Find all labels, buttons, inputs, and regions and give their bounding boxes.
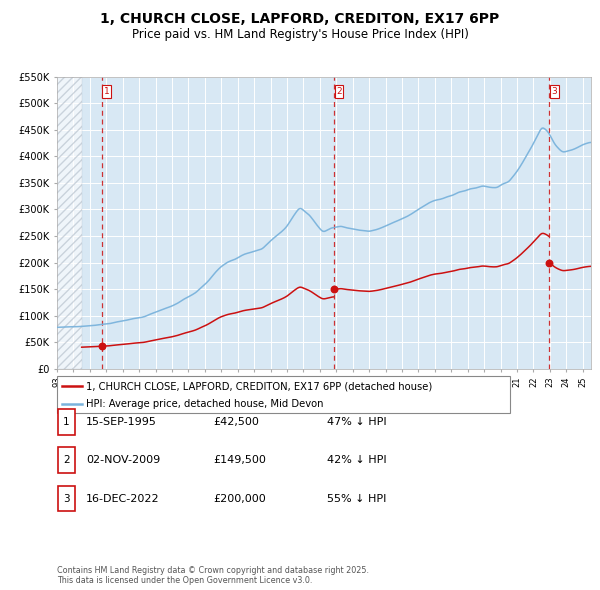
Text: Price paid vs. HM Land Registry's House Price Index (HPI): Price paid vs. HM Land Registry's House …: [131, 28, 469, 41]
Text: 3: 3: [63, 494, 70, 503]
FancyBboxPatch shape: [58, 447, 75, 473]
Point: [329, 284, 338, 294]
Text: £42,500: £42,500: [213, 417, 259, 427]
Text: 02-NOV-2009: 02-NOV-2009: [86, 455, 160, 465]
Text: Contains HM Land Registry data © Crown copyright and database right 2025.
This d: Contains HM Land Registry data © Crown c…: [57, 566, 369, 585]
Point: [97, 342, 106, 351]
Point: [544, 258, 554, 267]
Text: HPI: Average price, detached house, Mid Devon: HPI: Average price, detached house, Mid …: [86, 399, 324, 409]
FancyBboxPatch shape: [58, 486, 75, 512]
FancyBboxPatch shape: [58, 409, 75, 435]
Text: 15-SEP-1995: 15-SEP-1995: [86, 417, 157, 427]
Text: 3: 3: [552, 87, 557, 96]
Text: 16-DEC-2022: 16-DEC-2022: [86, 494, 160, 503]
Text: 55% ↓ HPI: 55% ↓ HPI: [327, 494, 386, 503]
Text: 2: 2: [63, 455, 70, 465]
Text: 42% ↓ HPI: 42% ↓ HPI: [327, 455, 386, 465]
Text: 2: 2: [336, 87, 342, 96]
Text: £149,500: £149,500: [213, 455, 266, 465]
Text: 1: 1: [104, 87, 110, 96]
Polygon shape: [57, 77, 82, 369]
Text: 47% ↓ HPI: 47% ↓ HPI: [327, 417, 386, 427]
FancyBboxPatch shape: [57, 376, 510, 413]
Text: 1: 1: [63, 417, 70, 427]
Text: £200,000: £200,000: [213, 494, 266, 503]
Text: 1, CHURCH CLOSE, LAPFORD, CREDITON, EX17 6PP (detached house): 1, CHURCH CLOSE, LAPFORD, CREDITON, EX17…: [86, 381, 433, 391]
Text: 1, CHURCH CLOSE, LAPFORD, CREDITON, EX17 6PP: 1, CHURCH CLOSE, LAPFORD, CREDITON, EX17…: [100, 12, 500, 26]
